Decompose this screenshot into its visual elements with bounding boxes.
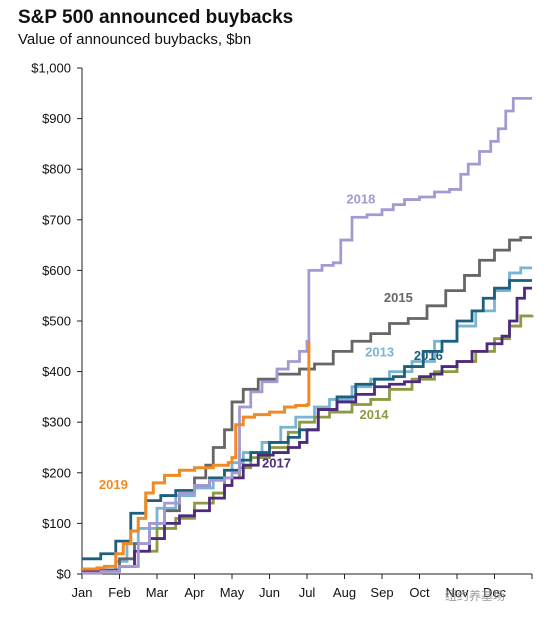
series-label-2017: 2017 (262, 456, 291, 471)
y-tick-label: $400 (42, 364, 71, 379)
y-tick-label: $900 (42, 111, 71, 126)
y-tick-label: $100 (42, 516, 71, 531)
y-tick-label: $1,000 (31, 61, 71, 76)
y-tick-label: $500 (42, 314, 71, 329)
series-label-2016: 2016 (414, 348, 443, 363)
x-tick-label: Mar (146, 585, 169, 600)
series-line-2016 (82, 281, 532, 559)
series-label-2015: 2015 (384, 290, 413, 305)
series-label-2019: 2019 (99, 477, 128, 492)
y-tick-label: $700 (42, 212, 71, 227)
x-tick-label: Feb (108, 585, 130, 600)
y-tick-label: $600 (42, 263, 71, 278)
x-tick-label: Apr (184, 585, 205, 600)
y-tick-label: $200 (42, 465, 71, 480)
x-tick-label: Oct (409, 585, 430, 600)
y-tick-label: $300 (42, 415, 71, 430)
series-label-2013: 2013 (365, 344, 394, 359)
x-tick-label: Jan (72, 585, 93, 600)
series-label-2014: 2014 (360, 407, 390, 422)
x-tick-label: Aug (333, 585, 356, 600)
x-tick-label: Jul (299, 585, 316, 600)
x-tick-label: Sep (370, 585, 393, 600)
series-label-2018: 2018 (346, 192, 375, 207)
x-tick-label: Jun (259, 585, 280, 600)
watermark: 纽约养基场 (445, 587, 505, 604)
y-tick-label: $800 (42, 162, 71, 177)
x-tick-label: May (220, 585, 245, 600)
y-tick-label: $0 (57, 567, 71, 582)
